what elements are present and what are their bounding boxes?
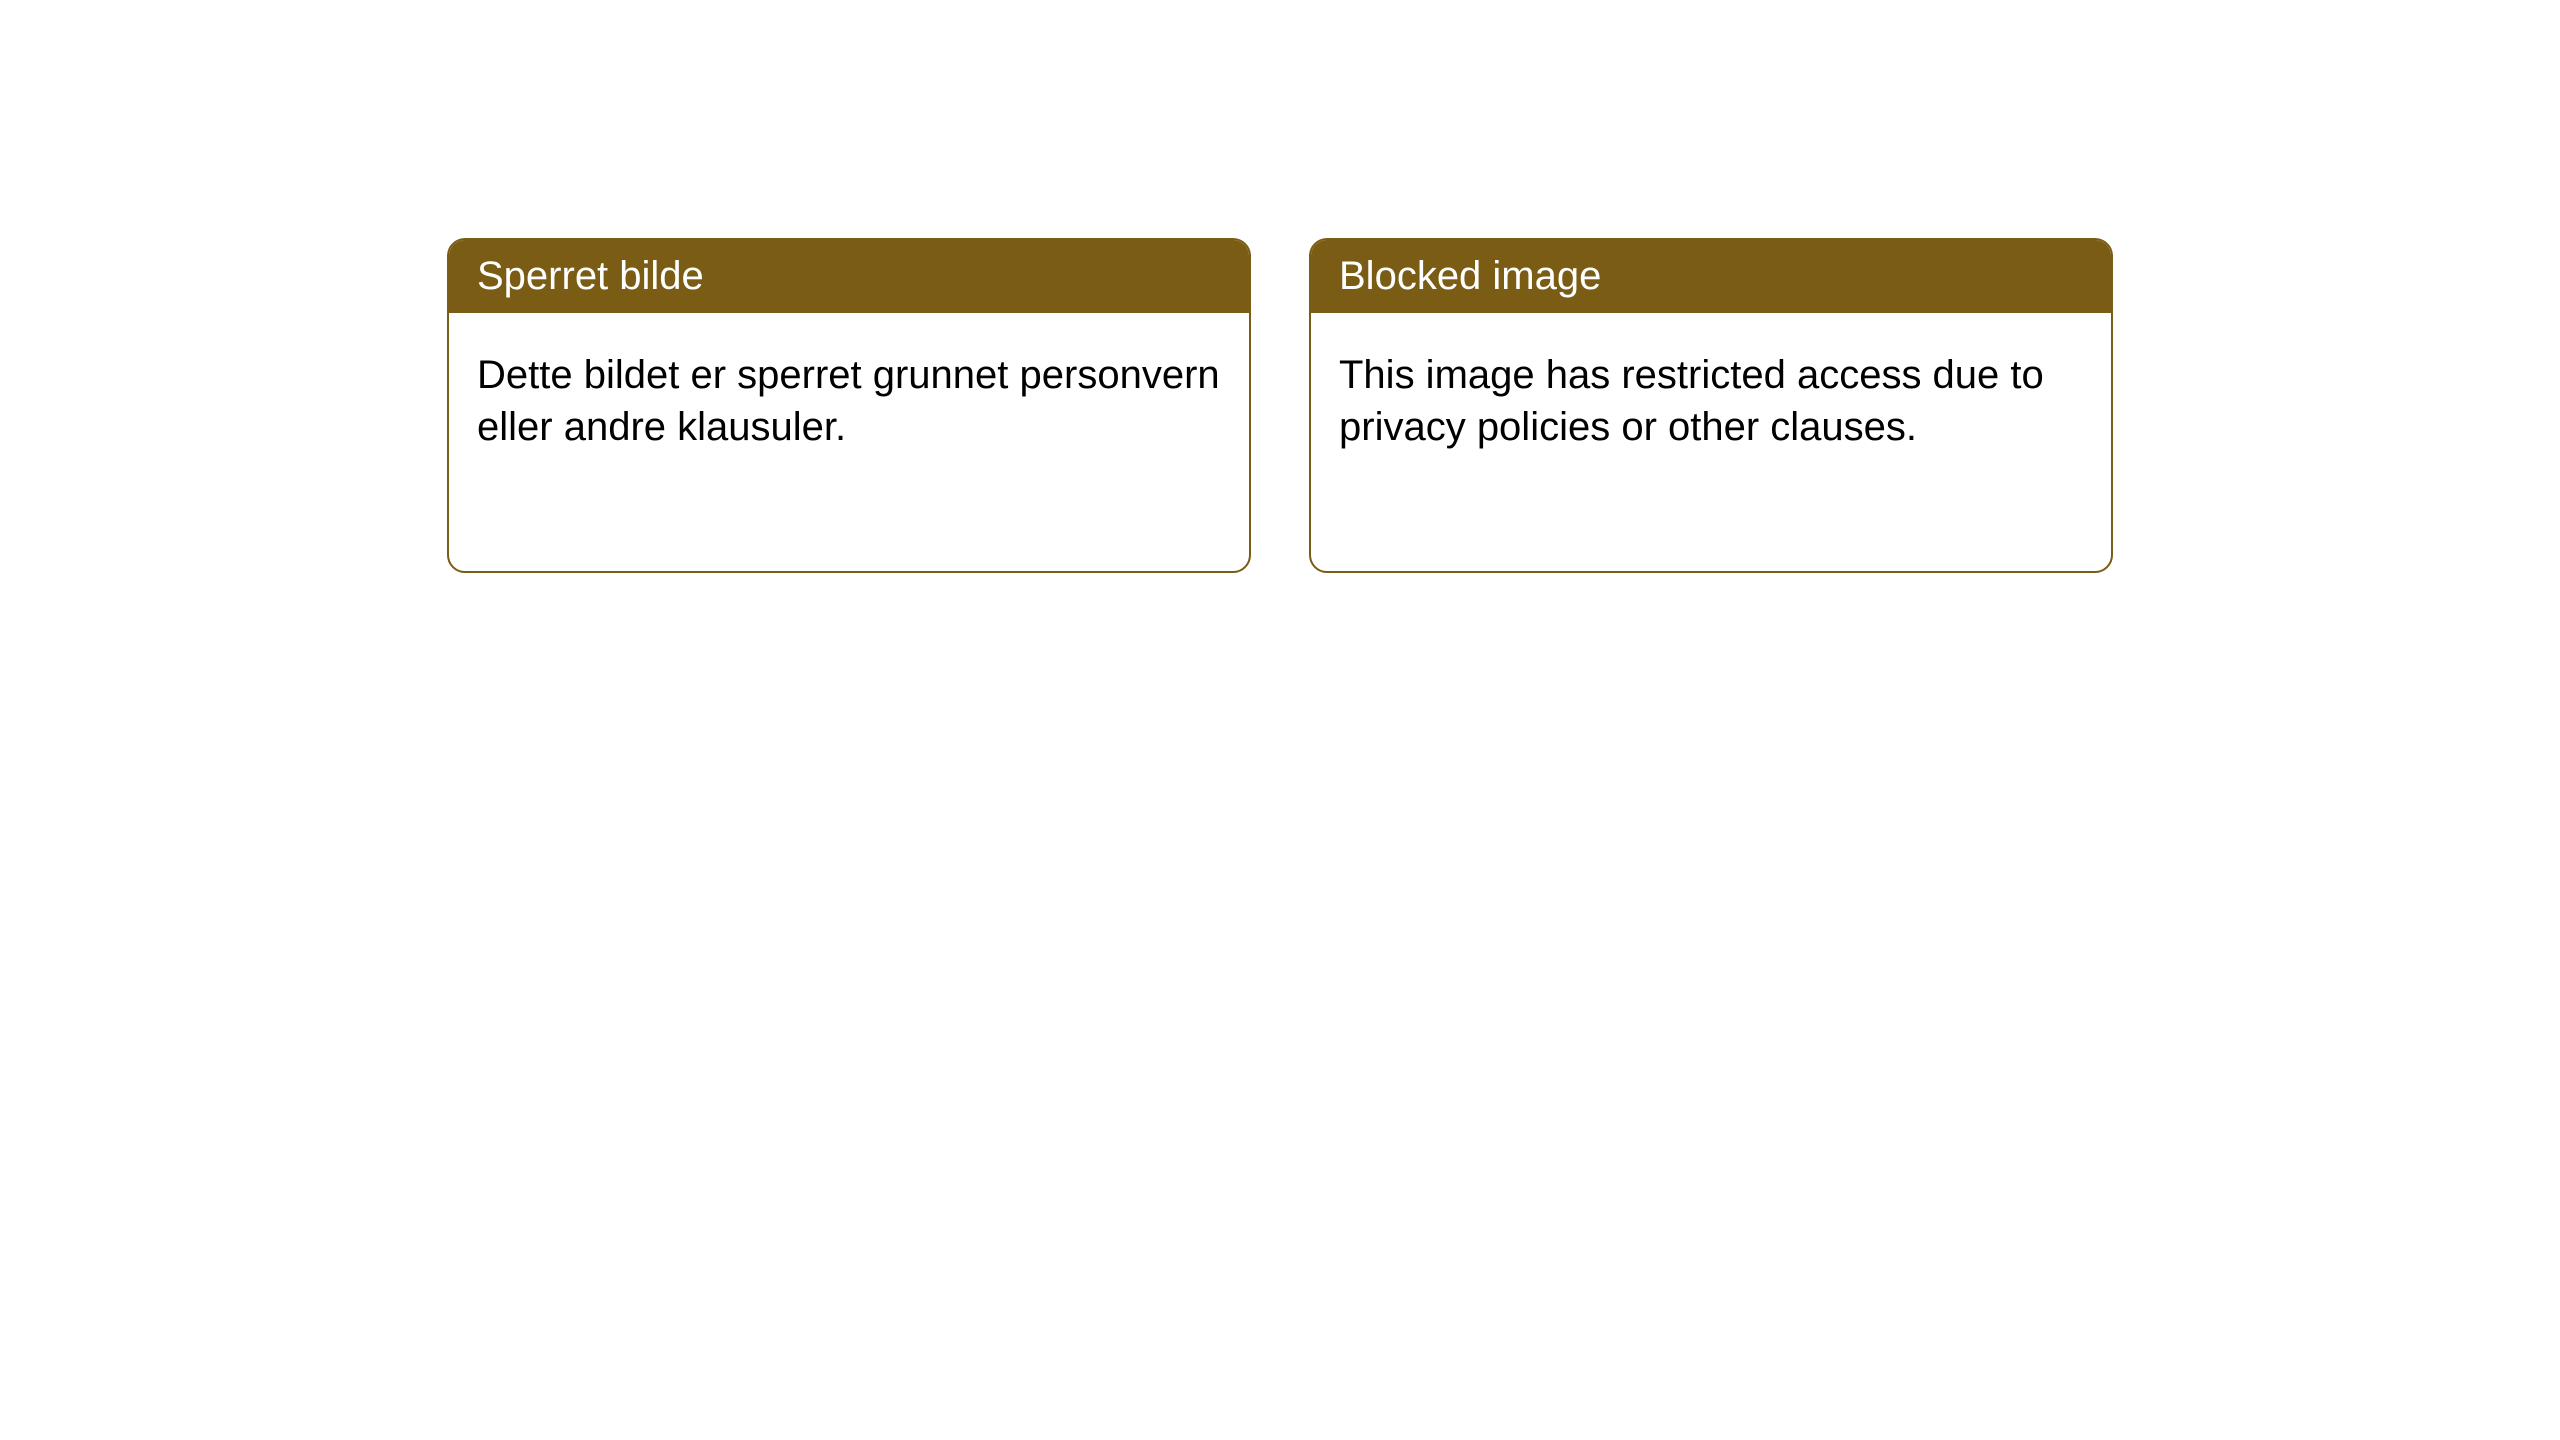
card-text-en: This image has restricted access due to … — [1339, 353, 2044, 449]
blocked-image-card-no: Sperret bilde Dette bildet er sperret gr… — [447, 238, 1251, 573]
card-body-no: Dette bildet er sperret grunnet personve… — [449, 313, 1249, 489]
card-body-en: This image has restricted access due to … — [1311, 313, 2111, 489]
card-title-en: Blocked image — [1339, 254, 1601, 298]
card-title-no: Sperret bilde — [477, 254, 704, 298]
card-header-en: Blocked image — [1311, 240, 2111, 313]
notice-container: Sperret bilde Dette bildet er sperret gr… — [0, 0, 2560, 573]
card-text-no: Dette bildet er sperret grunnet personve… — [477, 353, 1220, 449]
card-header-no: Sperret bilde — [449, 240, 1249, 313]
blocked-image-card-en: Blocked image This image has restricted … — [1309, 238, 2113, 573]
